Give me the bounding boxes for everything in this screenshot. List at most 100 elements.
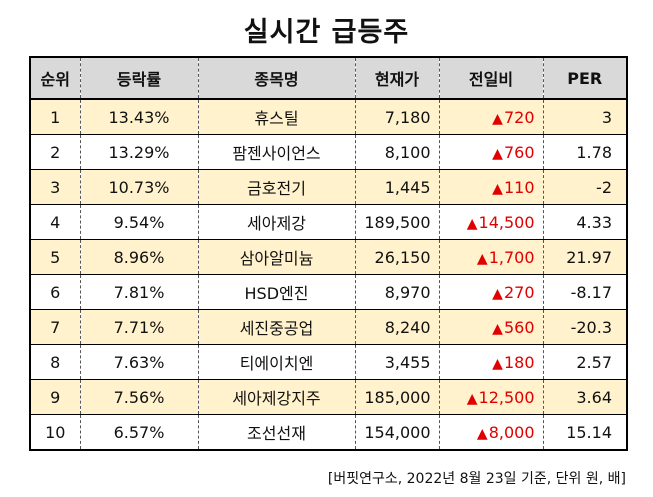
per-cell: 4.33 xyxy=(542,204,628,240)
stock-name-cell: 조선선재 xyxy=(197,414,356,451)
change-cell: ▲8,000 xyxy=(438,414,544,451)
rank-cell: 4 xyxy=(29,204,81,240)
rank-cell: 5 xyxy=(29,239,81,275)
per-cell: 1.78 xyxy=(542,134,628,170)
rank-cell: 6 xyxy=(29,274,81,310)
price-cell: 189,500 xyxy=(354,204,440,240)
rank-cell: 2 xyxy=(29,134,81,170)
up-triangle-icon: ▲ xyxy=(492,110,503,127)
rate-cell: 13.43% xyxy=(79,98,199,135)
stock-name-cell: 세아제강 xyxy=(197,204,356,240)
price-cell: 7,180 xyxy=(354,98,440,135)
column-header-per: PER xyxy=(542,56,628,100)
table-row: 2 13.29% 팜젠사이언스 8,100 ▲760 1.78 xyxy=(29,134,628,170)
surging-stocks-table: 순위 등락률 종목명 현재가 전일비 PER 1 13.43% 휴스틸 7,180 ▲7… xyxy=(29,56,628,451)
table-row: 5 8.96% 삼아알미늄 26,150 ▲1,700 21.97 xyxy=(29,239,628,275)
column-header-name: 종목명 xyxy=(197,56,356,100)
table-row: 4 9.54% 세아제강 189,500 ▲14,500 4.33 xyxy=(29,204,628,240)
rate-cell: 7.71% xyxy=(79,309,199,345)
rate-cell: 13.29% xyxy=(79,134,199,170)
change-value: 760 xyxy=(503,142,535,162)
price-cell: 26,150 xyxy=(354,239,440,275)
per-cell: -2 xyxy=(542,169,628,205)
per-cell: -20.3 xyxy=(542,309,628,345)
price-cell: 8,970 xyxy=(354,274,440,310)
up-triangle-icon: ▲ xyxy=(492,355,503,372)
price-cell: 185,000 xyxy=(354,379,440,415)
change-value: 14,500 xyxy=(478,212,535,232)
up-triangle-icon: ▲ xyxy=(492,180,503,197)
table-row: 7 7.71% 세진중공업 8,240 ▲560 -20.3 xyxy=(29,309,628,345)
price-cell: 8,100 xyxy=(354,134,440,170)
change-cell: ▲560 xyxy=(438,309,544,345)
price-cell: 8,240 xyxy=(354,309,440,345)
change-value: 8,000 xyxy=(488,422,535,442)
change-cell: ▲12,500 xyxy=(438,379,544,415)
rank-cell: 10 xyxy=(29,414,81,451)
table-row: 9 7.56% 세아제강지주 185,000 ▲12,500 3.64 xyxy=(29,379,628,415)
rate-cell: 9.54% xyxy=(79,204,199,240)
change-value: 560 xyxy=(503,317,535,337)
per-cell: 15.14 xyxy=(542,414,628,451)
table-row: 8 7.63% 티에이치엔 3,455 ▲180 2.57 xyxy=(29,344,628,380)
price-cell: 1,445 xyxy=(354,169,440,205)
change-cell: ▲720 xyxy=(438,98,544,135)
up-triangle-icon: ▲ xyxy=(466,215,478,232)
per-cell: 2.57 xyxy=(542,344,628,380)
table-row: 1 13.43% 휴스틸 7,180 ▲720 3 xyxy=(29,98,628,135)
per-cell: 3.64 xyxy=(542,379,628,415)
stock-name-cell: 금호전기 xyxy=(197,169,356,205)
column-header-rate: 등락률 xyxy=(79,56,199,100)
stock-name-cell: 휴스틸 xyxy=(197,98,356,135)
table-header-row: 순위 등락률 종목명 현재가 전일비 PER xyxy=(29,56,628,100)
page-title: 실시간 급등주 xyxy=(243,17,410,48)
per-cell: 21.97 xyxy=(542,239,628,275)
source-note: [버핏연구소, 2022년 8월 23일 기준, 단위 원, 배] xyxy=(327,471,626,487)
change-cell: ▲110 xyxy=(438,169,544,205)
up-triangle-icon: ▲ xyxy=(492,285,503,302)
up-triangle-icon: ▲ xyxy=(492,145,503,162)
rank-cell: 1 xyxy=(29,98,81,135)
stock-name-cell: 세아제강지주 xyxy=(197,379,356,415)
stock-name-cell: 티에이치엔 xyxy=(197,344,356,380)
up-triangle-icon: ▲ xyxy=(476,250,488,267)
change-value: 110 xyxy=(503,177,535,197)
rate-cell: 7.81% xyxy=(79,274,199,310)
rank-cell: 8 xyxy=(29,344,81,380)
price-cell: 3,455 xyxy=(354,344,440,380)
change-cell: ▲14,500 xyxy=(438,204,544,240)
change-value: 1,700 xyxy=(488,247,535,267)
change-cell: ▲270 xyxy=(438,274,544,310)
change-cell: ▲760 xyxy=(438,134,544,170)
column-header-change: 전일비 xyxy=(438,56,544,100)
rate-cell: 6.57% xyxy=(79,414,199,451)
stock-name-cell: 삼아알미늄 xyxy=(197,239,356,275)
change-value: 270 xyxy=(503,282,535,302)
rank-cell: 9 xyxy=(29,379,81,415)
up-triangle-icon: ▲ xyxy=(492,320,503,337)
price-cell: 154,000 xyxy=(354,414,440,451)
change-cell: ▲180 xyxy=(438,344,544,380)
stock-name-cell: HSD엔진 xyxy=(197,274,356,310)
rate-cell: 10.73% xyxy=(79,169,199,205)
per-cell: -8.17 xyxy=(542,274,628,310)
stock-name-cell: 세진중공업 xyxy=(197,309,356,345)
column-header-price: 현재가 xyxy=(354,56,440,100)
table-row: 10 6.57% 조선선재 154,000 ▲8,000 15.14 xyxy=(29,414,628,451)
stock-name-cell: 팜젠사이언스 xyxy=(197,134,356,170)
change-cell: ▲1,700 xyxy=(438,239,544,275)
change-value: 12,500 xyxy=(478,387,535,407)
up-triangle-icon: ▲ xyxy=(466,390,478,407)
rank-cell: 7 xyxy=(29,309,81,345)
up-triangle-icon: ▲ xyxy=(476,425,488,442)
change-value: 180 xyxy=(503,352,535,372)
rate-cell: 7.63% xyxy=(79,344,199,380)
table-row: 6 7.81% HSD엔진 8,970 ▲270 -8.17 xyxy=(29,274,628,310)
rate-cell: 8.96% xyxy=(79,239,199,275)
change-value: 720 xyxy=(503,107,535,127)
column-header-rank: 순위 xyxy=(29,56,81,100)
per-cell: 3 xyxy=(542,98,628,135)
table-row: 3 10.73% 금호전기 1,445 ▲110 -2 xyxy=(29,169,628,205)
rate-cell: 7.56% xyxy=(79,379,199,415)
rank-cell: 3 xyxy=(29,169,81,205)
